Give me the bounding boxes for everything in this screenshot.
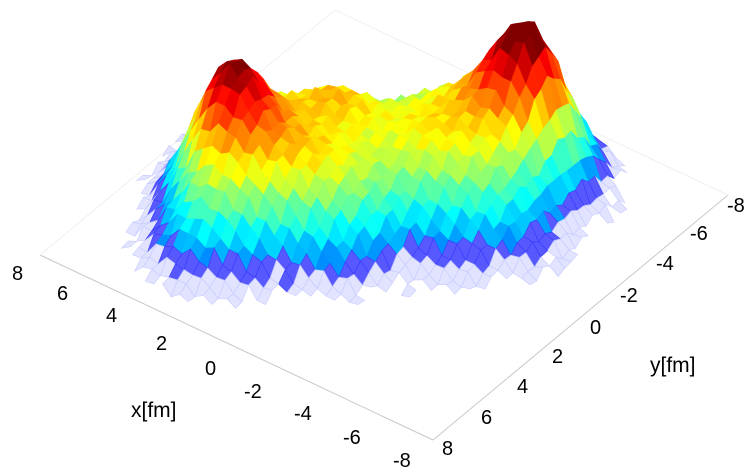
- surface-cell: [226, 293, 243, 309]
- x-axis-title: x[fm]: [131, 399, 177, 422]
- surface-cell: [203, 286, 219, 305]
- surface-cell: [325, 285, 342, 301]
- y-tick-label: -8: [727, 195, 745, 217]
- surface-cell: [179, 283, 196, 303]
- surface-cell: [348, 294, 366, 305]
- surface-cell: [120, 240, 138, 249]
- y-tick-label: 0: [590, 317, 601, 339]
- surface-cell: [609, 185, 626, 204]
- surface-cell: [521, 270, 538, 286]
- y-tick-label: 4: [517, 376, 528, 398]
- y-axis-title: y[fm]: [650, 354, 696, 377]
- y-tick-labels: -8 -6 -4 -2 0 2 4 6 8: [442, 195, 745, 460]
- x-tick-label: 0: [205, 358, 216, 380]
- surface-cell: [135, 174, 153, 181]
- x-tick-label: 6: [57, 283, 68, 305]
- surface-cell: [144, 268, 161, 285]
- surface-cell: [286, 283, 303, 297]
- x-tick-label: 8: [12, 263, 23, 285]
- y-tick-label: -2: [620, 285, 638, 307]
- y-tick-label: 8: [442, 438, 453, 460]
- x-tick-label: -8: [393, 450, 411, 471]
- x-tick-label: -6: [343, 427, 361, 449]
- surface-cell: [256, 287, 273, 306]
- surface-mesh: [120, 21, 628, 309]
- x-tick-label: 4: [106, 305, 117, 327]
- surface-cell: [400, 283, 417, 298]
- y-axis-line: [432, 194, 729, 441]
- x-axis-line: [39, 254, 434, 441]
- x-tick-labels: 8 6 4 2 0 -2 -4 -6 -8: [12, 263, 411, 471]
- y-tick-label: -4: [656, 253, 674, 275]
- y-tick-label: -6: [690, 223, 708, 245]
- y-tick-label: 2: [552, 346, 563, 368]
- surface-cell: [445, 280, 462, 295]
- y-tick-label: 6: [481, 407, 492, 429]
- surface-cell: [422, 273, 439, 291]
- x-tick-label: 2: [156, 333, 167, 355]
- x-tick-label: -2: [244, 381, 262, 403]
- x-tick-label: -4: [294, 403, 312, 425]
